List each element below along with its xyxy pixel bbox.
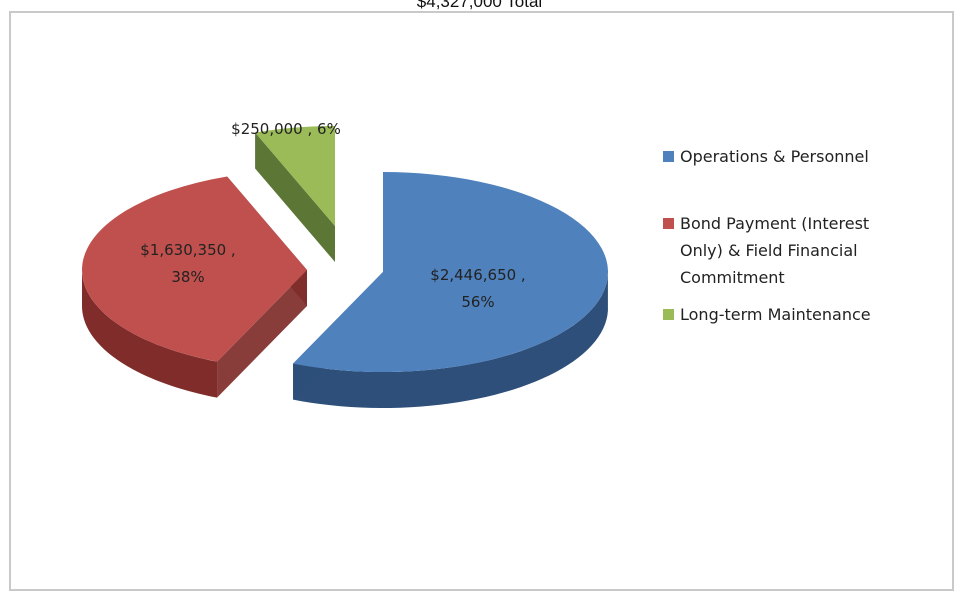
legend-label: Operations & Personnel xyxy=(680,147,869,166)
pie-slice-side xyxy=(255,132,335,262)
pie-slice xyxy=(81,176,307,362)
slice-outer-wall xyxy=(293,274,608,408)
pie-chart: $2,446,650 , 56% $1,630,350 , 38% $250,000 ,… xyxy=(81,120,608,408)
data-label: $250,000 , 6% xyxy=(231,120,341,138)
legend-item: Bond Payment (Interest Only) & Field Fina… xyxy=(663,210,953,291)
slice-inner-wall xyxy=(255,132,335,262)
slice-inner-wall xyxy=(217,270,307,398)
data-label: $2,446,650 , 56% xyxy=(430,266,525,311)
slice-outer-wall xyxy=(82,270,218,398)
legend-item: Operations & Personnel xyxy=(663,143,953,170)
legend-item: Long-term Maintenance xyxy=(663,301,953,328)
chart-title: $4,327,000 Total xyxy=(416,0,543,11)
pie-slice xyxy=(255,126,335,226)
data-label: $1,630,350 , 38% xyxy=(140,241,235,286)
legend-label: Bond Payment (Interest xyxy=(680,214,870,233)
legend-label: Commitment xyxy=(680,268,785,287)
legend-label: Long-term Maintenance xyxy=(680,305,871,324)
legend: Operations & Personnel Bond Payment (Inte… xyxy=(663,143,953,328)
legend-label: Only) & Field Financial xyxy=(680,241,858,260)
pie-slice xyxy=(293,172,608,372)
legend-swatch xyxy=(663,151,674,162)
legend-swatch xyxy=(663,218,674,229)
legend-swatch xyxy=(663,309,674,320)
